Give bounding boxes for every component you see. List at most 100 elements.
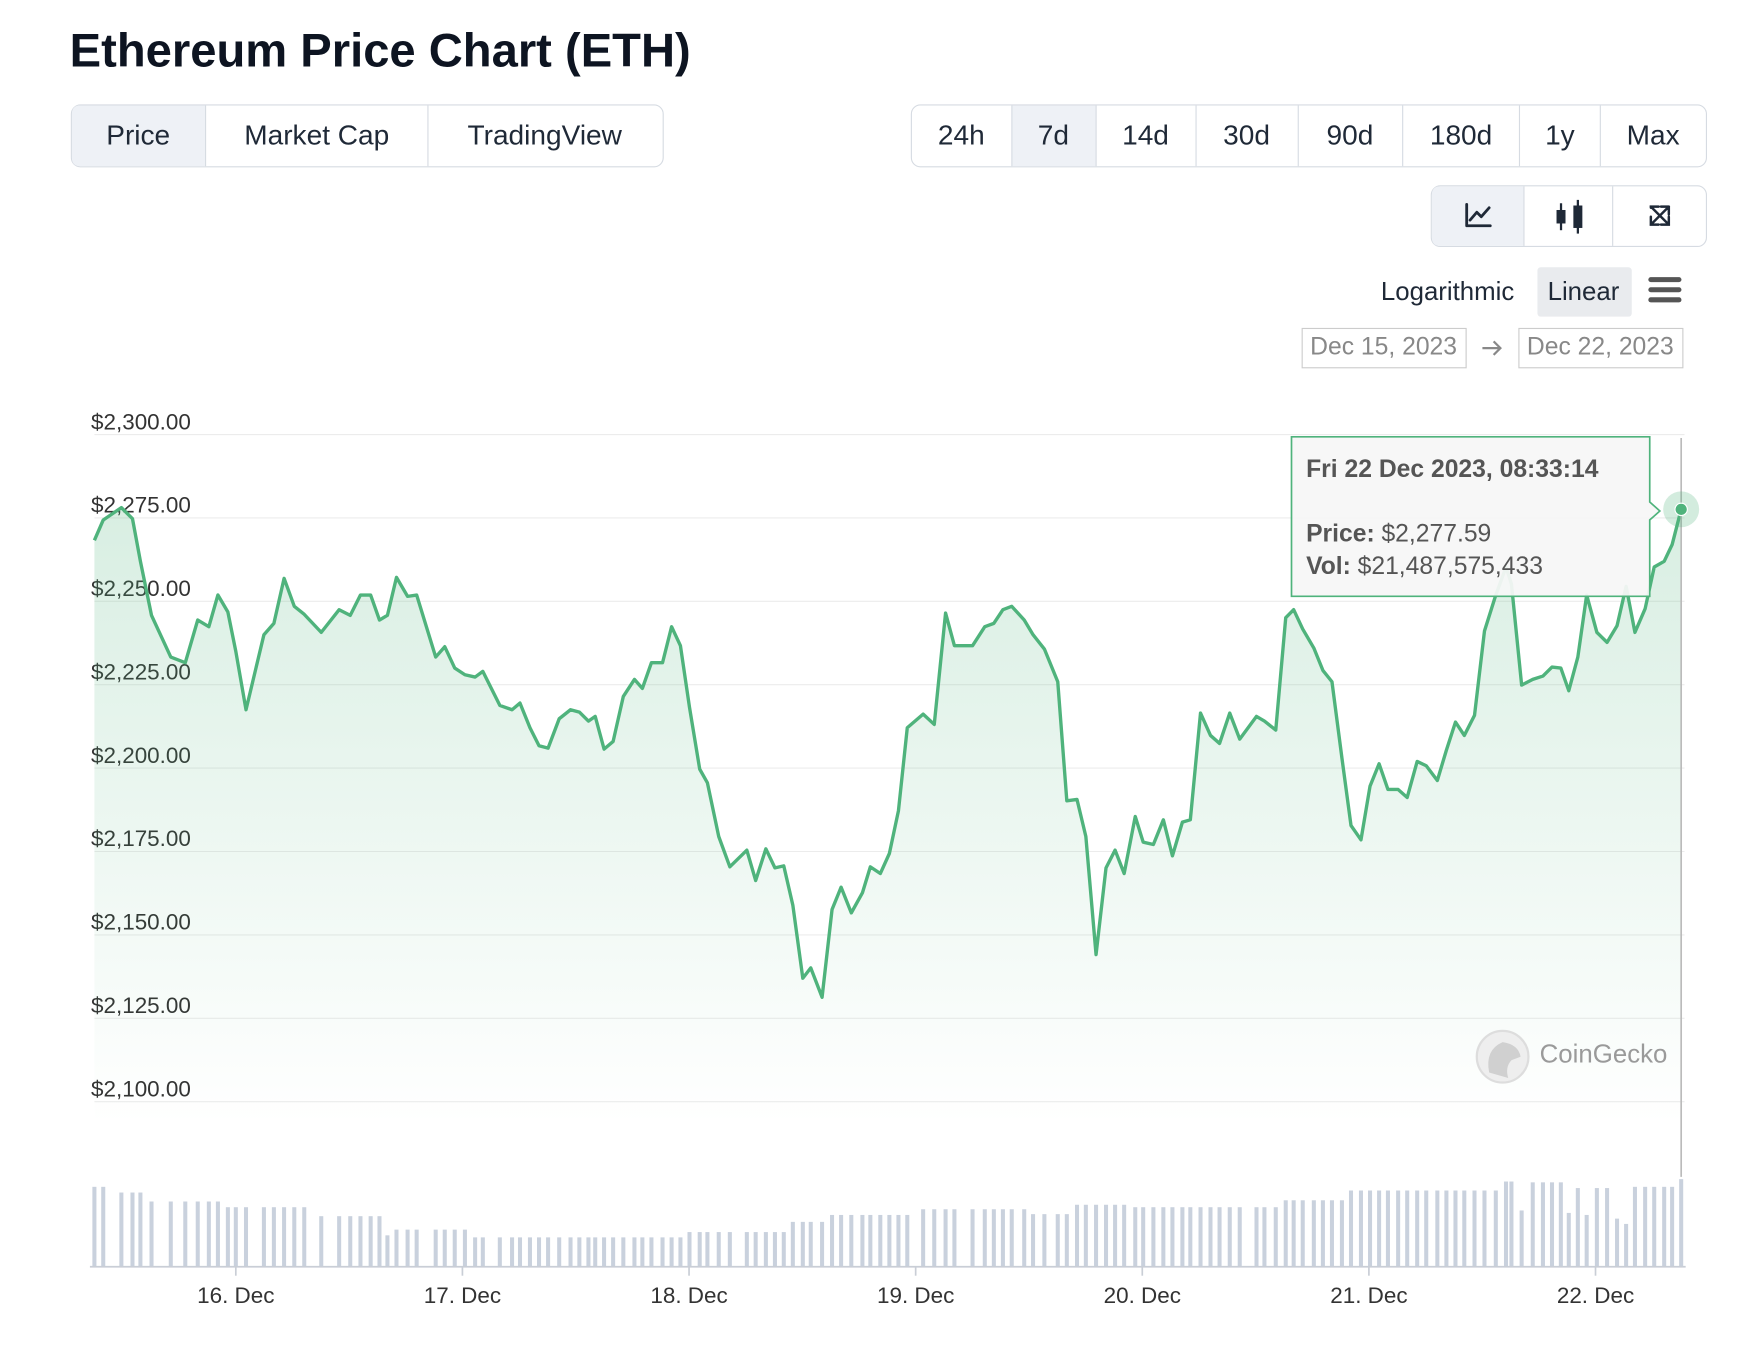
volume-bar — [1435, 1190, 1440, 1267]
fullscreen-icon[interactable] — [1649, 205, 1671, 226]
volume-bar — [602, 1237, 607, 1267]
volume-bar — [1549, 1182, 1555, 1267]
volume-bar — [744, 1232, 749, 1267]
volume-bar — [678, 1237, 683, 1267]
volume-bar — [1493, 1190, 1498, 1267]
date-from[interactable]: Dec 15, 2023 — [1310, 334, 1457, 361]
volume-bar — [1519, 1210, 1524, 1267]
volume-bar — [225, 1207, 230, 1267]
volume-bar — [808, 1221, 813, 1267]
range-button[interactable]: 30d — [1223, 119, 1270, 150]
tooltip-vol-label: Vol: — [1306, 553, 1351, 580]
volume-bar — [593, 1237, 598, 1267]
volume-bar — [763, 1232, 768, 1267]
range-frame — [910, 104, 1708, 168]
volume-bar — [781, 1232, 786, 1267]
volume-bar — [1329, 1200, 1334, 1267]
volume-bar — [385, 1235, 390, 1267]
volume-bar — [1444, 1190, 1449, 1267]
volume-bar — [1462, 1190, 1467, 1267]
tab-price[interactable]: Price — [106, 119, 170, 150]
volume-bar — [1042, 1214, 1047, 1267]
volume-bar — [1300, 1200, 1305, 1267]
range-button[interactable]: 14d — [1122, 119, 1169, 150]
volume-bar — [1055, 1214, 1060, 1267]
volume-bar — [621, 1237, 626, 1267]
volume-bar — [1594, 1188, 1599, 1267]
volume-bar — [1188, 1207, 1193, 1267]
volume-bar — [1415, 1190, 1420, 1267]
range-button[interactable]: 7d — [1038, 119, 1069, 150]
menu-icon[interactable] — [1648, 277, 1682, 303]
range-button[interactable]: 90d — [1326, 119, 1373, 150]
x-tick-label: 18. Dec — [650, 1283, 727, 1308]
volume-bar — [860, 1214, 865, 1267]
x-tick-label: 19. Dec — [877, 1283, 954, 1308]
date-to[interactable]: Dec 22, 2023 — [1527, 334, 1674, 361]
volume-bar — [1151, 1207, 1156, 1267]
volume-bar — [1208, 1207, 1213, 1267]
y-tick-label: $2,275.00 — [91, 493, 191, 518]
volume-bar — [1198, 1207, 1203, 1267]
tab-tradingview[interactable]: TradingView — [468, 119, 623, 150]
volume-bar — [1530, 1182, 1535, 1267]
range-button[interactable]: 180d — [1430, 119, 1492, 150]
volume-bar — [952, 1209, 957, 1267]
volume-bar — [292, 1207, 297, 1267]
date-to-box[interactable] — [1518, 327, 1684, 369]
volume-bar — [1217, 1207, 1222, 1267]
date-from-box[interactable] — [1301, 327, 1467, 369]
tooltip-price: Price: $2,277.59 — [1306, 520, 1491, 547]
volume-bar — [1291, 1200, 1296, 1267]
volume-bar — [1339, 1200, 1344, 1267]
scale-logarithmic[interactable]: Logarithmic — [1381, 278, 1515, 306]
volume-bar — [195, 1201, 200, 1267]
volume-bar — [433, 1229, 438, 1267]
volume-bar — [282, 1207, 287, 1267]
volume-bar — [138, 1192, 143, 1267]
volume-bar — [1624, 1223, 1629, 1267]
watermark-text: CoinGecko — [1540, 1040, 1668, 1068]
scale-linear[interactable]: Linear — [1548, 278, 1620, 306]
volume-bar — [517, 1237, 523, 1267]
volume-bar — [377, 1216, 382, 1267]
tab-market-cap[interactable]: Market Cap — [244, 119, 389, 150]
volume-bar — [1161, 1207, 1166, 1267]
range-button[interactable]: 1y — [1545, 119, 1575, 150]
volume-bar — [991, 1209, 996, 1267]
volume-bar — [348, 1216, 353, 1267]
volume-bar — [921, 1209, 926, 1267]
volume-bar — [1133, 1207, 1138, 1267]
tooltip-vol-value: $21,487,575,433 — [1358, 553, 1543, 580]
volume-bar — [1558, 1182, 1563, 1267]
volume-bar — [839, 1214, 844, 1267]
volume-bar — [497, 1237, 502, 1267]
volume-bar — [243, 1207, 249, 1267]
candlestick-icon[interactable] — [1556, 199, 1583, 234]
range-button[interactable]: Max — [1627, 119, 1680, 150]
volume-bar — [130, 1192, 135, 1267]
volume-bar — [568, 1237, 573, 1267]
volume-bar — [790, 1221, 795, 1267]
range-button[interactable]: 24h — [938, 119, 985, 150]
volume-bar — [1122, 1204, 1127, 1267]
volume-bar — [261, 1207, 266, 1267]
volume-bar — [1283, 1200, 1288, 1267]
volume-bar — [1273, 1207, 1278, 1267]
volume-bar — [358, 1216, 363, 1267]
page-title: Ethereum Price Chart (ETH) — [70, 23, 691, 76]
volume-bar — [660, 1237, 665, 1267]
volume-bar — [537, 1237, 542, 1267]
scale-active-bg — [1537, 267, 1632, 317]
volume-bar — [480, 1237, 485, 1267]
y-tick-label: $2,300.00 — [91, 409, 191, 434]
volume-bar — [1237, 1207, 1242, 1267]
watermark: CoinGecko — [1475, 1029, 1668, 1084]
volume-bar — [1022, 1209, 1027, 1267]
price-area — [94, 507, 1682, 1125]
line-chart-icon[interactable] — [1465, 202, 1492, 228]
volume-bar — [510, 1237, 515, 1267]
volume-bar — [1575, 1188, 1580, 1267]
volume-bar — [527, 1237, 532, 1267]
